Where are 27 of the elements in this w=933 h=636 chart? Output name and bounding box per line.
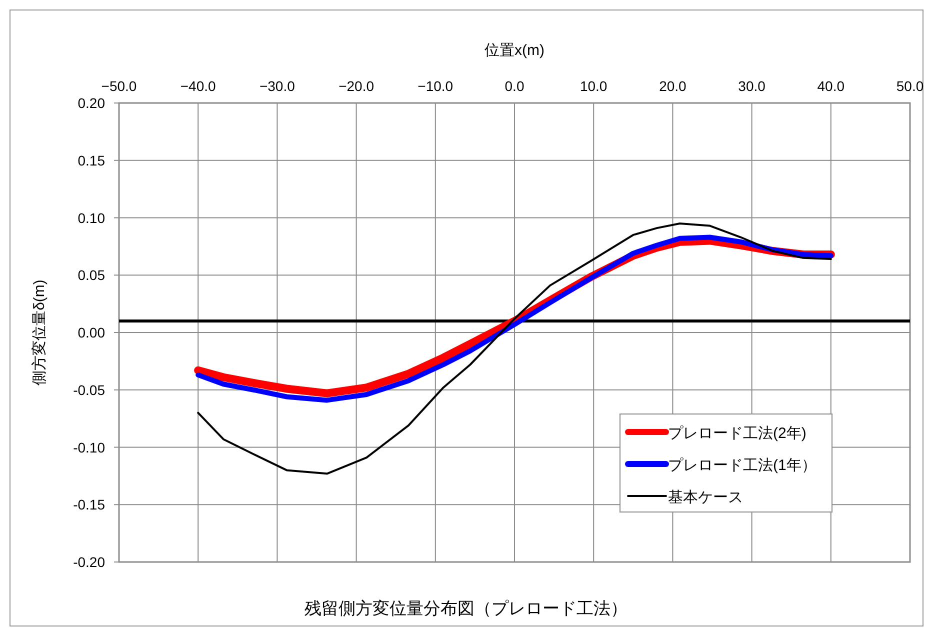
- y-tick-label: 0.15: [78, 152, 106, 168]
- x-tick-label: −40.0: [180, 78, 216, 94]
- x-tick-label: −30.0: [259, 78, 296, 94]
- legend-label: プレロード工法(2年): [668, 425, 806, 442]
- legend-label: 基本ケース: [668, 489, 743, 506]
- y-tick-label: 0.20: [78, 95, 106, 111]
- y-axis-title: 側方変位量δ(m): [31, 280, 48, 386]
- legend-label: プレロード工法(1年）: [668, 457, 816, 474]
- x-tick-label: 50.0: [896, 78, 924, 94]
- x-tick-label: 0.0: [504, 78, 524, 94]
- x-tick-label: −20.0: [338, 78, 374, 94]
- x-tick-label: 10.0: [580, 78, 608, 94]
- x-tick-label: 30.0: [738, 78, 766, 94]
- x-tick-label: 40.0: [817, 78, 845, 94]
- x-tick-label: −50.0: [101, 78, 137, 94]
- x-axis-title: 位置x(m): [484, 42, 544, 59]
- x-tick-label: −10.0: [418, 78, 454, 94]
- y-tick-label: -0.05: [73, 382, 106, 398]
- x-tick-label: 20.0: [659, 78, 687, 94]
- text: 残留側方変位量分布図（プレロード工法）: [304, 599, 628, 618]
- line-series: [197, 222, 832, 475]
- y-tick-label: -0.15: [73, 496, 106, 513]
- y-tick-label: 0.10: [78, 210, 106, 226]
- y-tick-label: 0.00: [78, 324, 106, 340]
- y-tick-label: 0.05: [78, 267, 106, 284]
- y-tick-label: -0.20: [73, 554, 106, 570]
- y-tick-label: -0.10: [73, 439, 106, 456]
